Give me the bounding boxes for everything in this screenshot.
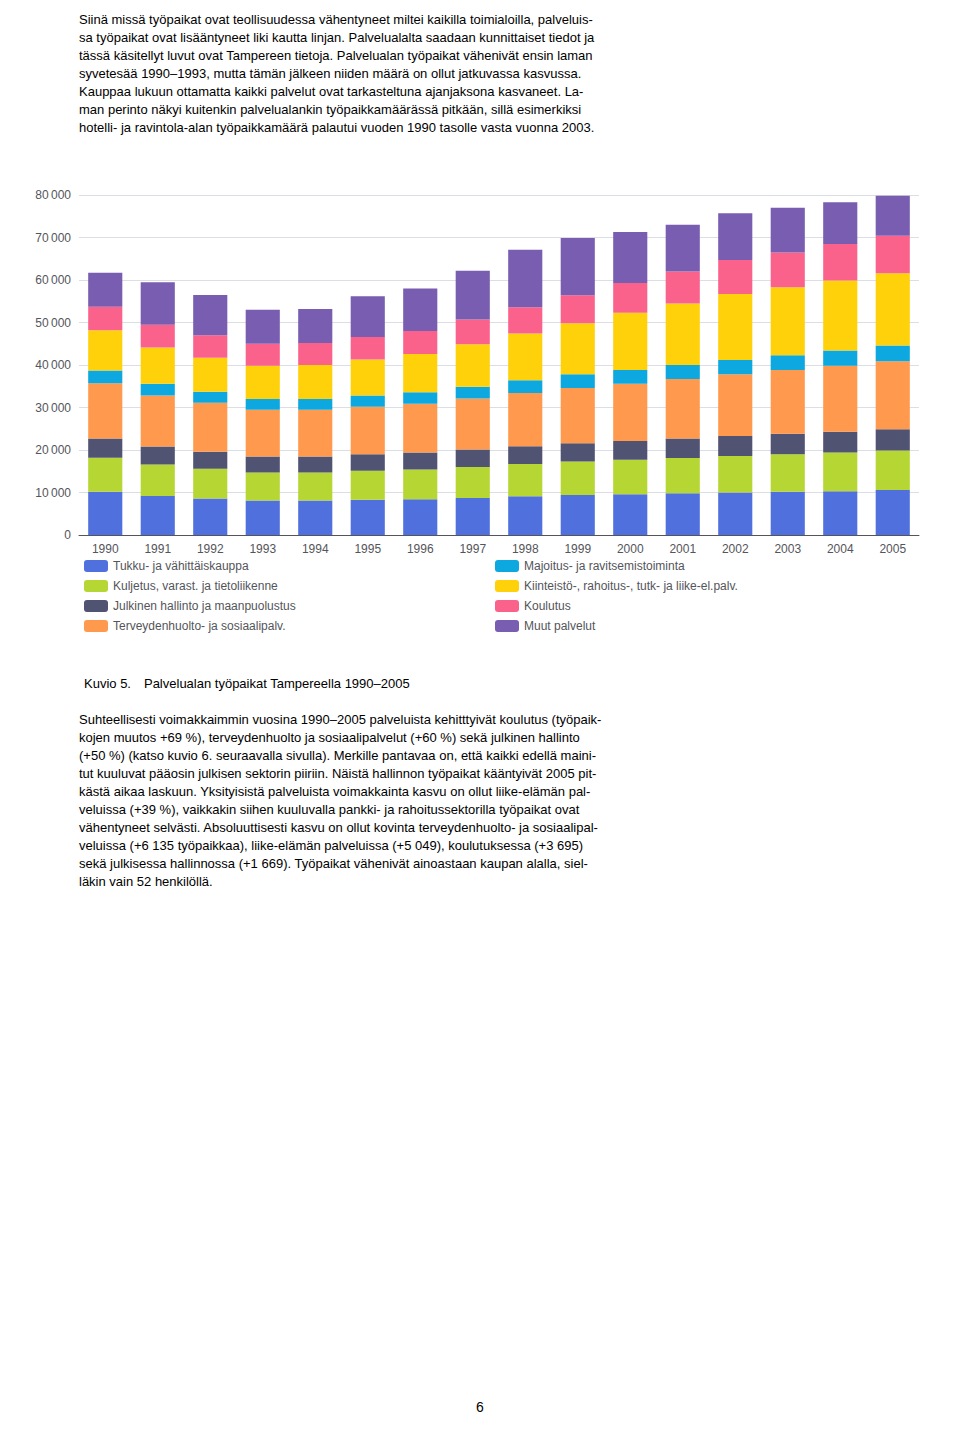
svg-text:sa työpaikat ovat lisääntyneet: sa työpaikat ovat lisääntyneet liki kaut… bbox=[79, 30, 595, 45]
svg-text:2000: 2000 bbox=[617, 542, 644, 556]
svg-text:sekä julkisessa hallinnossa (+: sekä julkisessa hallinnossa (+1 669). Ty… bbox=[79, 856, 588, 871]
svg-text:70 000: 70 000 bbox=[35, 231, 71, 245]
svg-text:Terveydenhuolto- ja sosiaalipa: Terveydenhuolto- ja sosiaalipalv. bbox=[113, 619, 286, 633]
svg-text:1999: 1999 bbox=[564, 542, 591, 556]
svg-text:1993: 1993 bbox=[249, 542, 276, 556]
svg-text:Muut palvelut: Muut palvelut bbox=[524, 619, 596, 633]
svg-text:Koulutus: Koulutus bbox=[524, 599, 571, 613]
svg-text:2001: 2001 bbox=[669, 542, 696, 556]
svg-text:hotelli- ja ravintola-alan työ: hotelli- ja ravintola-alan työpaikkamäär… bbox=[79, 120, 594, 135]
svg-text:Kuljetus, varast. ja tietoliik: Kuljetus, varast. ja tietoliikenne bbox=[113, 579, 278, 593]
svg-text:1997: 1997 bbox=[459, 542, 486, 556]
svg-text:0: 0 bbox=[64, 528, 71, 542]
svg-text:50 000: 50 000 bbox=[35, 316, 71, 330]
svg-text:1992: 1992 bbox=[197, 542, 224, 556]
svg-text:Siinä missä työpaikat ovat teo: Siinä missä työpaikat ovat teollisuudess… bbox=[79, 12, 593, 27]
svg-text:tut kuuluvat pääosin julkisen: tut kuuluvat pääosin julkisen sektorin p… bbox=[79, 766, 596, 781]
svg-text:Tukku- ja vähittäiskauppa: Tukku- ja vähittäiskauppa bbox=[113, 559, 249, 573]
svg-text:(+50 %) (katso kuvio 6. seuraa: (+50 %) (katso kuvio 6. seuraavalla sivu… bbox=[79, 748, 596, 763]
svg-text:2005: 2005 bbox=[879, 542, 906, 556]
svg-text:20 000: 20 000 bbox=[35, 443, 71, 457]
svg-text:kästä aikaa laskuun. Yksityisi: kästä aikaa laskuun. Yksityisistä palvel… bbox=[79, 784, 590, 799]
svg-text:läkin vain 52 henkilöllä.: läkin vain 52 henkilöllä. bbox=[79, 874, 213, 889]
svg-text:80 000: 80 000 bbox=[35, 188, 71, 202]
svg-text:Julkinen hallinto ja maanpuolu: Julkinen hallinto ja maanpuolustus bbox=[113, 599, 296, 613]
svg-text:veluissa (+6 135 työpaikkaa),: veluissa (+6 135 työpaikkaa), liike-eläm… bbox=[79, 838, 583, 853]
svg-text:2004: 2004 bbox=[827, 542, 854, 556]
svg-text:1994: 1994 bbox=[302, 542, 329, 556]
svg-text:1990: 1990 bbox=[92, 542, 119, 556]
svg-text:Kiinteistö-, rahoitus-, tutk-: Kiinteistö-, rahoitus-, tutk- ja liike-e… bbox=[524, 579, 738, 593]
svg-text:6: 6 bbox=[476, 1399, 484, 1415]
svg-text:Kauppaa lukuun ottamatta kaikk: Kauppaa lukuun ottamatta kaikki palvelut… bbox=[79, 84, 583, 99]
svg-text:syvetesää 1990–1993, mutta täm: syvetesää 1990–1993, mutta tämän jälkeen… bbox=[79, 66, 581, 81]
svg-text:kojen muutos +69 %), terveyden: kojen muutos +69 %), terveydenhuolto ja … bbox=[79, 730, 580, 745]
svg-text:10 000: 10 000 bbox=[35, 486, 71, 500]
svg-text:2003: 2003 bbox=[774, 542, 801, 556]
svg-text:man perinto näkyi kuitenkin pa: man perinto näkyi kuitenkin palvelualank… bbox=[79, 102, 581, 117]
svg-text:tässä käsitellyt luvut ovat Ta: tässä käsitellyt luvut ovat Tampereen ti… bbox=[79, 48, 593, 63]
svg-text:Kuvio 5. Palvelualan työpaikat: Kuvio 5. Palvelualan työpaikat Tampereel… bbox=[84, 676, 410, 691]
svg-text:veluissa (+39 %), vaikkakin si: veluissa (+39 %), vaikkakin siihen kuulu… bbox=[79, 802, 580, 817]
svg-text:2002: 2002 bbox=[722, 542, 749, 556]
svg-text:40 000: 40 000 bbox=[35, 358, 71, 372]
svg-text:Majoitus- ja ravitsemistoimint: Majoitus- ja ravitsemistoiminta bbox=[524, 559, 685, 573]
svg-text:1991: 1991 bbox=[144, 542, 171, 556]
svg-text:1995: 1995 bbox=[354, 542, 381, 556]
svg-text:vähentyneet selvästi. Absoluut: vähentyneet selvästi. Absoluuttisesti ka… bbox=[79, 820, 598, 835]
svg-text:Suhteellisesti voimakkaimmin v: Suhteellisesti voimakkaimmin vuosina 199… bbox=[79, 712, 601, 727]
svg-text:1998: 1998 bbox=[512, 542, 539, 556]
svg-text:1996: 1996 bbox=[407, 542, 434, 556]
svg-text:30 000: 30 000 bbox=[35, 401, 71, 415]
svg-text:60 000: 60 000 bbox=[35, 273, 71, 287]
